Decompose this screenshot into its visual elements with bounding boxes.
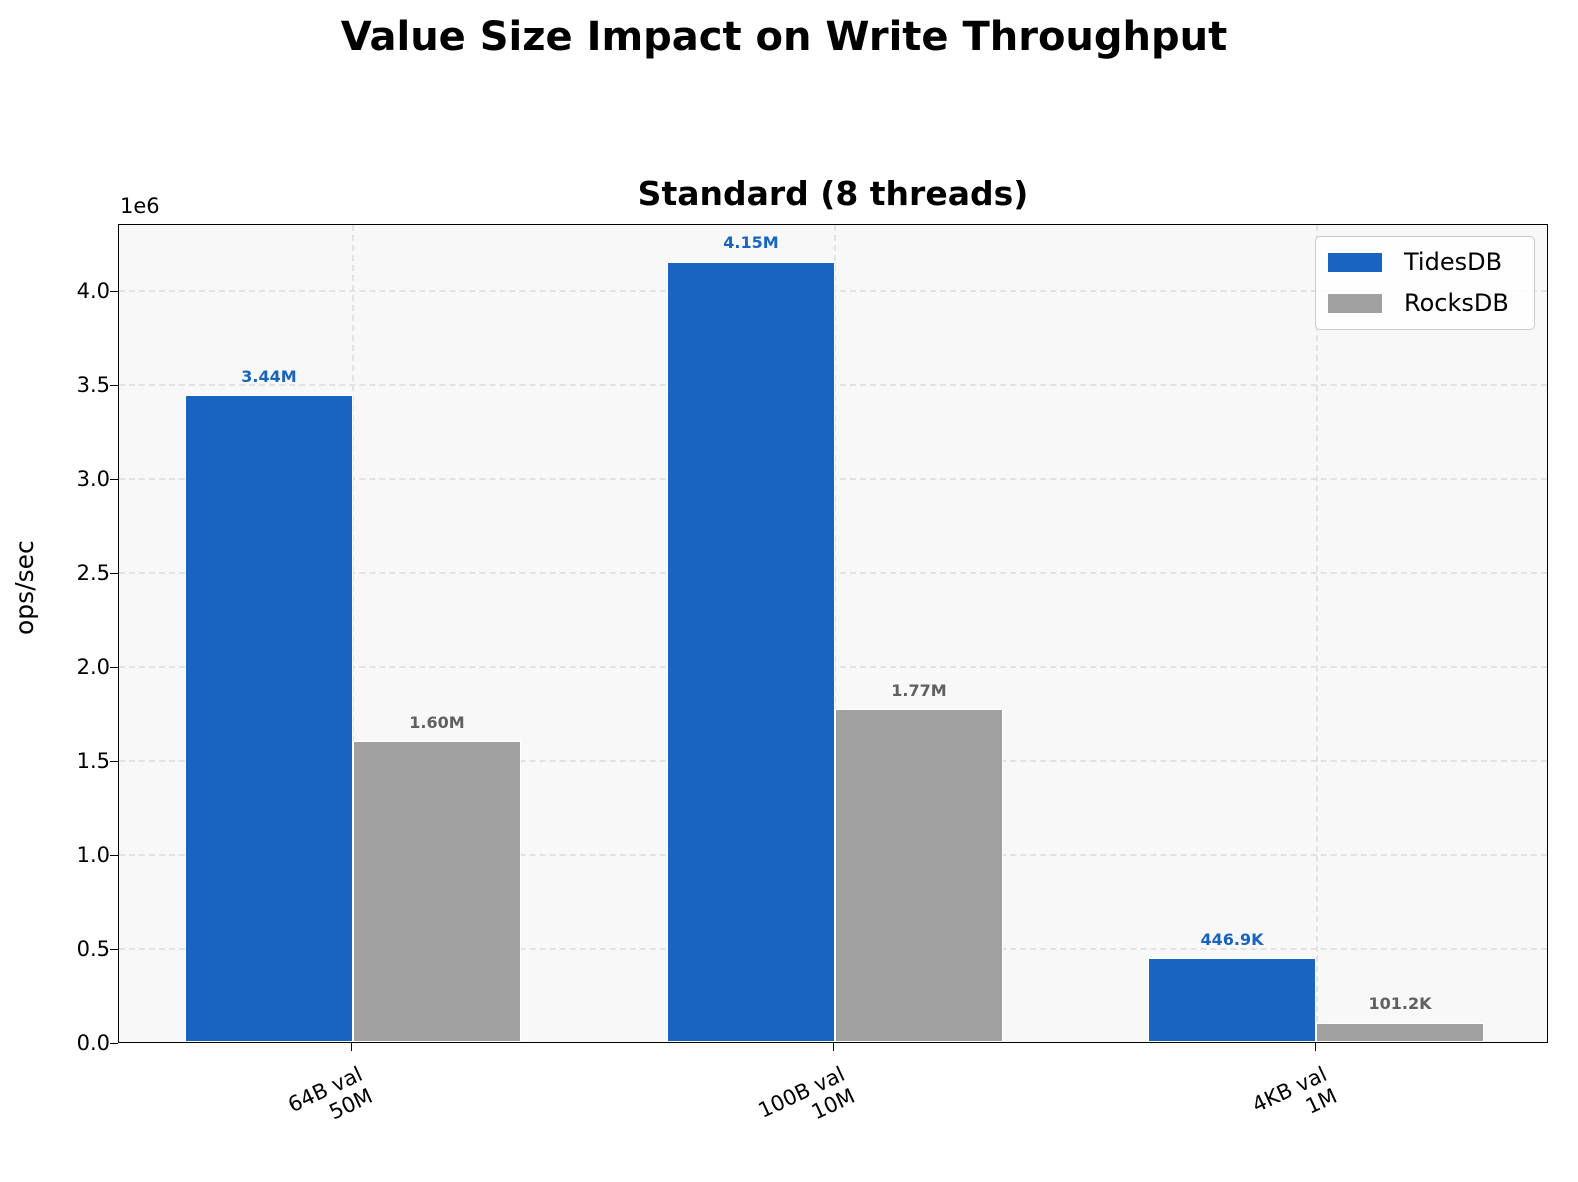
x-tick-mark	[833, 1043, 834, 1051]
y-tick-mark	[110, 855, 118, 856]
x-tick-mark	[1315, 1043, 1316, 1051]
y-tick-mark	[110, 479, 118, 480]
legend-swatch-icon	[1328, 293, 1382, 313]
chart-title: Value Size Impact on Write Throughput	[340, 14, 1228, 60]
y-tick-mark	[110, 667, 118, 668]
legend: TidesDB RocksDB	[1315, 236, 1535, 330]
bar-rocksdb-100b	[835, 709, 1003, 1042]
y-tick-label: 0.5	[76, 937, 110, 961]
y-tick-label: 0.0	[76, 1031, 110, 1055]
x-tick-mark	[351, 1043, 352, 1051]
grid-line	[834, 225, 836, 1042]
value-label: 1.77M	[891, 681, 947, 700]
y-tick-mark	[110, 291, 118, 292]
value-label: 1.60M	[409, 713, 465, 732]
y-tick-mark	[110, 573, 118, 574]
legend-label: RocksDB	[1404, 289, 1509, 317]
x-tick-label: 100B val 10M	[754, 1062, 859, 1125]
y-tick-label: 2.0	[76, 655, 110, 679]
y-axis-label: ops/sec	[10, 540, 39, 635]
bar-rocksdb-64b	[353, 741, 521, 1042]
y-tick-mark	[110, 949, 118, 950]
grid-line	[352, 225, 354, 1042]
grid-line	[1316, 225, 1318, 1042]
y-tick-label: 3.0	[76, 467, 110, 491]
legend-item-rocksdb: RocksDB	[1328, 288, 1509, 318]
chart-subtitle: Standard (8 threads)	[637, 174, 1029, 213]
y-tick-mark	[110, 1043, 118, 1044]
bar-tidesdb-64b	[185, 395, 353, 1042]
value-label: 446.9K	[1200, 930, 1264, 949]
x-tick-label: 64B val 50M	[284, 1062, 377, 1125]
value-label: 4.15M	[723, 233, 779, 252]
y-offset-label: 1e6	[120, 194, 160, 218]
legend-label: TidesDB	[1404, 248, 1503, 276]
value-label: 3.44M	[241, 367, 297, 386]
x-tick-label: 4KB val 1M	[1248, 1062, 1341, 1119]
legend-swatch-icon	[1328, 252, 1382, 272]
bar-tidesdb-100b	[667, 262, 835, 1042]
bar-rocksdb-4kb	[1316, 1023, 1484, 1042]
value-label: 101.2K	[1368, 994, 1432, 1013]
y-tick-label: 1.0	[76, 843, 110, 867]
y-tick-label: 2.5	[76, 561, 110, 585]
legend-item-tidesdb: TidesDB	[1328, 247, 1502, 277]
y-tick-label: 3.5	[76, 373, 110, 397]
y-tick-mark	[110, 761, 118, 762]
y-tick-label: 1.5	[76, 749, 110, 773]
bar-tidesdb-4kb	[1148, 958, 1316, 1042]
y-tick-mark	[110, 385, 118, 386]
plot-area: 3.44M 1.60M 4.15M 1.77M 446.9K 101.2K	[118, 224, 1548, 1043]
y-tick-label: 4.0	[76, 279, 110, 303]
